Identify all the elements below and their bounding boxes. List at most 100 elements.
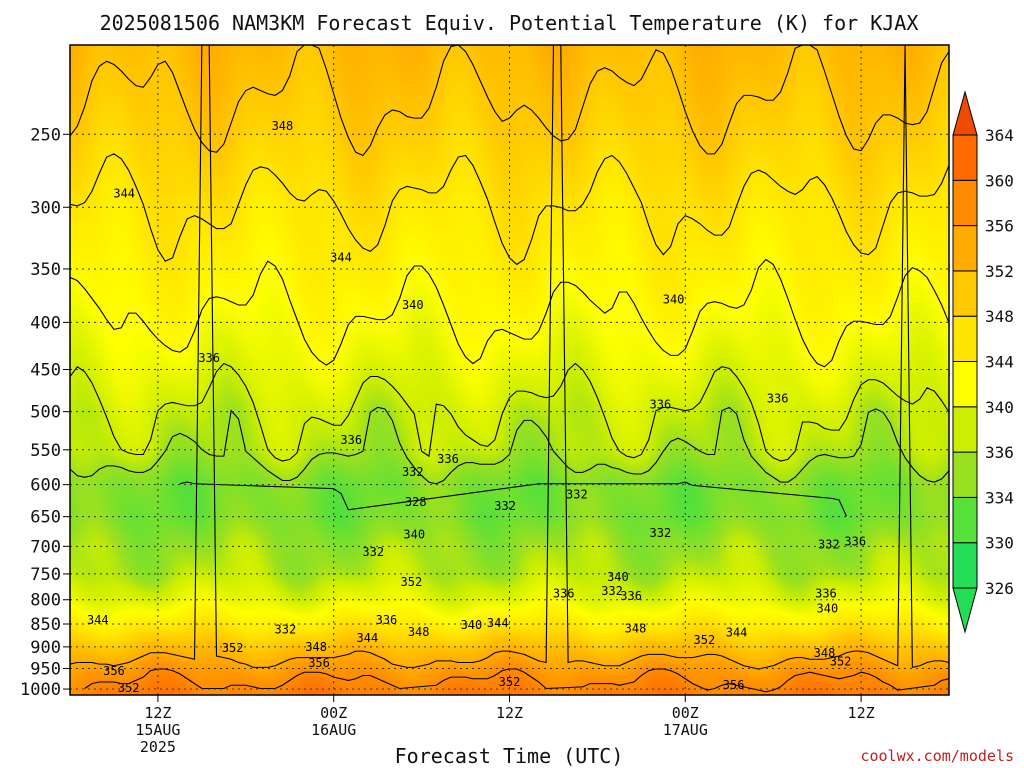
y-tick-label: 600: [30, 476, 61, 496]
contour-label: 352: [694, 633, 716, 647]
x-tick-label: 12Z: [848, 704, 875, 722]
x-tick-label: 12Z: [144, 704, 171, 722]
contour-label: 352: [401, 575, 423, 589]
contour-label: 352: [118, 681, 140, 695]
x-tick-label: 15AUG: [135, 721, 180, 739]
credit-text: coolwx.com/models: [860, 747, 1014, 765]
contour-label: 332: [402, 465, 424, 479]
x-tick-label: 16AUG: [311, 721, 356, 739]
contour-label: 336: [376, 613, 398, 627]
x-tick-label: 17AUG: [663, 721, 708, 739]
contour-label: 348: [625, 622, 647, 636]
x-tick-label: 12Z: [496, 704, 523, 722]
colorbar-label: 326: [985, 579, 1014, 598]
contour-label: 344: [330, 250, 352, 264]
y-tick-label: 400: [30, 313, 61, 333]
colorbar-label: 344: [985, 353, 1014, 372]
contour-line-336: [70, 362, 949, 462]
colorbar-label: 364: [985, 126, 1014, 145]
colorbar-segment: [952, 225, 978, 272]
colorbar-segment: [952, 134, 978, 181]
contour-label: 344: [726, 625, 748, 639]
colorbar-label: 334: [985, 488, 1014, 507]
colorbar-segment: [952, 361, 978, 408]
colorbar: 326 330 334 336 340 344 348 352 356 360 364: [952, 90, 1014, 634]
colorbar-label: 356: [985, 217, 1014, 236]
contour-label: 336: [198, 351, 220, 365]
contour-line-340: [70, 258, 949, 368]
colorbar-segment: [952, 406, 978, 453]
y-tick-label: 950: [30, 660, 61, 680]
contour-label: 344: [357, 631, 379, 645]
colorbar-label: 336: [985, 443, 1014, 462]
contour-label: 332: [362, 545, 384, 559]
contour-label: 336: [620, 589, 642, 603]
colorbar-label: 340: [985, 398, 1014, 417]
colorbar-segment: [952, 496, 978, 544]
contour-label: 348: [272, 119, 294, 133]
colorbar-label: 360: [985, 171, 1014, 190]
contour-label: 340: [817, 602, 839, 616]
plot-area: [70, 45, 949, 695]
y-tick-label: 1000: [20, 680, 61, 700]
contour-label: 340: [461, 618, 483, 632]
contour-label: 332: [818, 538, 840, 552]
contour-line-330: [179, 481, 847, 517]
y-tick-label: 350: [30, 260, 61, 280]
y-tick-label: 250: [30, 125, 61, 145]
y-tick-label: 900: [30, 638, 61, 658]
y-tick-label: 850: [30, 615, 61, 635]
contour-label: 332: [601, 584, 623, 598]
x-tick-label: 00Z: [320, 704, 347, 722]
contour-label: 356: [103, 664, 125, 678]
y-tick-label: 800: [30, 591, 61, 611]
contour-label: 336: [815, 587, 837, 601]
y-tick-label: 300: [30, 198, 61, 218]
colorbar-extend-low: [952, 587, 978, 634]
contour-label: 344: [113, 187, 135, 201]
contour-label: 336: [650, 397, 672, 411]
contour-label: 336: [767, 392, 789, 406]
contour-label: 340: [403, 528, 425, 542]
contour-label: 356: [723, 678, 745, 692]
y-tick-label: 500: [30, 403, 61, 423]
contour-label: 352: [222, 641, 244, 655]
contour-label: 340: [607, 570, 629, 584]
y-axis: 250 300 350 400 450 500 550 600 650 700 750 800 850 9…: [20, 125, 70, 700]
contour-label: 344: [487, 616, 509, 630]
contour-label: 340: [402, 298, 424, 312]
contour-label: 352: [499, 675, 521, 689]
chart-title: 2025081506 NAM3KM Forecast Equiv. Potent…: [100, 11, 919, 35]
contour-label: 340: [663, 293, 685, 307]
y-tick-label: 650: [30, 508, 61, 528]
contour-label: 332: [566, 488, 588, 502]
colorbar-segment: [952, 179, 978, 227]
contour-label: 352: [830, 655, 852, 669]
x-tick-label: 00Z: [672, 704, 699, 722]
y-tick-label: 700: [30, 537, 61, 557]
x-axis-label: Forecast Time (UTC): [395, 744, 624, 768]
y-tick-label: 550: [30, 441, 61, 461]
contour-label: 348: [814, 646, 836, 660]
colorbar-segment: [952, 542, 978, 589]
grid-lines: [70, 45, 949, 695]
contour-label: 348: [305, 640, 327, 654]
x-tick-label: 2025: [140, 738, 176, 756]
contour-label: 336: [553, 587, 575, 601]
y-tick-label: 450: [30, 361, 61, 381]
colorbar-label: 352: [985, 262, 1014, 281]
y-tick-label: 750: [30, 565, 61, 585]
contour-label: 336: [437, 452, 459, 466]
contour-line-344: [70, 153, 949, 266]
colorbar-segment: [952, 315, 978, 363]
contour-label: 344: [87, 613, 109, 627]
colorbar-segment: [952, 270, 978, 317]
contour-label: 328: [405, 495, 427, 509]
contour-label: 332: [494, 499, 516, 513]
contour-label: 336: [844, 535, 866, 549]
colorbar-segment: [952, 451, 978, 498]
contour-label: 356: [308, 656, 330, 670]
